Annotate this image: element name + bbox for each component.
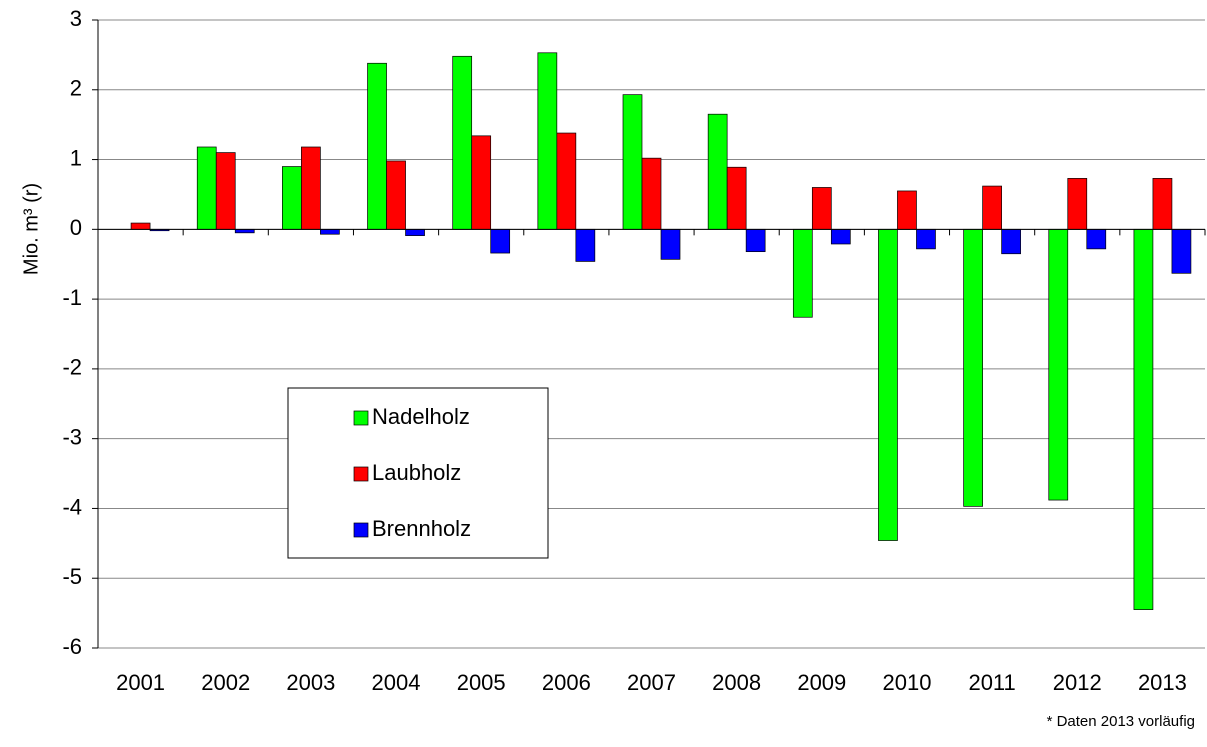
bar	[130, 222, 151, 230]
bar	[405, 228, 425, 236]
bar	[575, 228, 596, 262]
bar	[1133, 228, 1154, 610]
x-tick-label: 2006	[542, 670, 591, 695]
bar	[1171, 228, 1192, 274]
x-tick-label: 2001	[116, 670, 165, 695]
legend-box	[287, 387, 549, 559]
y-tick-label: 2	[70, 76, 82, 101]
bar	[556, 132, 577, 230]
bar	[1152, 178, 1173, 230]
bar	[963, 228, 983, 507]
bar	[622, 94, 643, 230]
bar	[215, 152, 236, 230]
y-tick-label: 3	[70, 6, 82, 31]
bar	[726, 166, 747, 230]
x-tick-label: 2005	[457, 670, 506, 695]
legend-label: Brennholz	[372, 516, 471, 541]
bar	[897, 190, 917, 230]
bar	[282, 166, 302, 230]
legend-swatch	[353, 522, 369, 538]
bar	[234, 228, 255, 234]
bar	[878, 228, 898, 541]
x-tick-label: 2007	[627, 670, 676, 695]
legend-label: Nadelholz	[372, 404, 470, 429]
y-tick-label: -2	[62, 355, 82, 380]
bar	[811, 187, 832, 230]
bar	[452, 55, 473, 230]
x-tick-label: 2011	[968, 670, 1015, 695]
bar	[386, 160, 406, 230]
annotation: * Daten 2013 vorläufig	[1047, 713, 1195, 730]
bar	[301, 146, 321, 230]
bar	[1067, 178, 1088, 230]
bar	[830, 228, 851, 245]
y-tick-label: -5	[62, 564, 82, 589]
x-tick-label: 2009	[797, 670, 846, 695]
bar	[1048, 228, 1069, 501]
bar	[1001, 228, 1021, 255]
bar	[537, 52, 558, 230]
x-tick-label: 2002	[201, 670, 250, 695]
y-tick-label: 0	[70, 215, 82, 240]
bar	[745, 228, 766, 253]
bar	[471, 135, 492, 230]
x-tick-label: 2008	[712, 670, 761, 695]
y-tick-label: -3	[62, 424, 82, 449]
legend-swatch	[353, 466, 369, 482]
bar	[641, 157, 662, 230]
y-axis-label: Mio. m³ (r)	[20, 183, 42, 275]
x-tick-label: 2003	[286, 670, 335, 695]
legend-label: Laubholz	[372, 460, 461, 485]
y-tick-label: 1	[70, 145, 82, 170]
y-tick-label: -4	[62, 494, 82, 519]
legend: Nadelholz Laubholz Brennholz	[287, 387, 549, 559]
bar	[320, 228, 340, 235]
y-tick-label: -6	[62, 634, 82, 659]
bar	[660, 228, 681, 260]
bar	[792, 228, 813, 318]
bar	[916, 228, 936, 250]
bar	[982, 185, 1002, 230]
y-tick-label: -1	[62, 285, 82, 310]
x-tick-label: 2004	[372, 670, 421, 695]
bar	[707, 113, 728, 230]
bar	[196, 146, 217, 230]
x-tick-label: 2013	[1138, 670, 1187, 695]
x-tick-label: 2012	[1053, 670, 1102, 695]
legend-swatch	[353, 410, 369, 426]
x-tick-label: 2010	[882, 670, 931, 695]
bar	[1086, 228, 1107, 250]
bar	[490, 228, 511, 254]
bar	[367, 62, 387, 230]
